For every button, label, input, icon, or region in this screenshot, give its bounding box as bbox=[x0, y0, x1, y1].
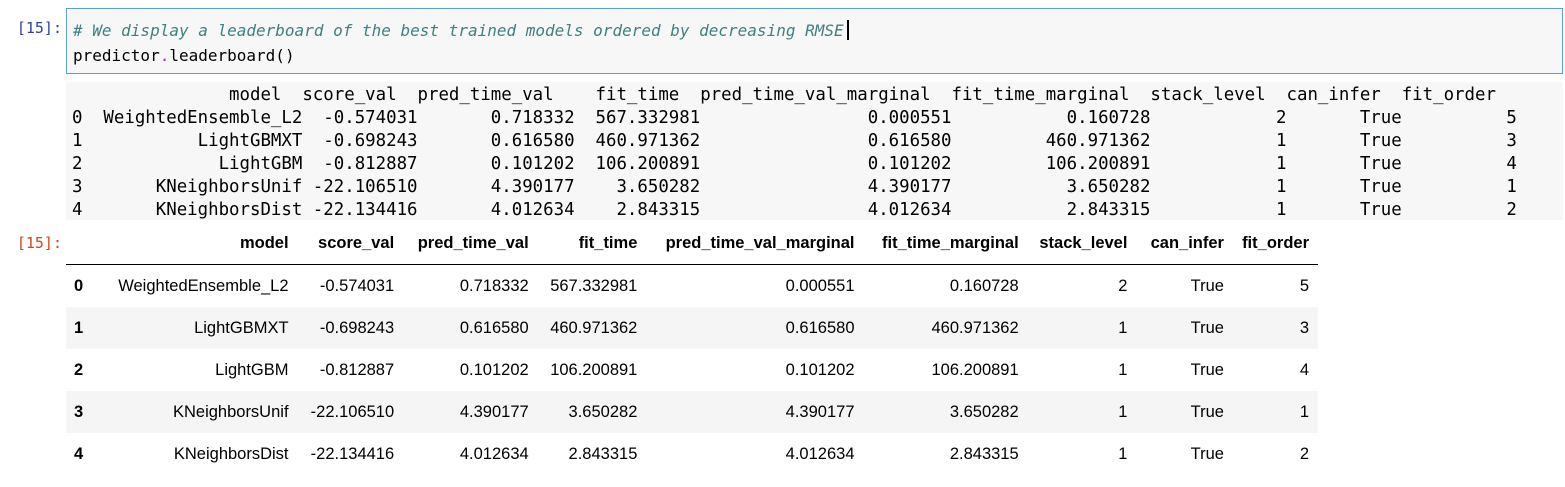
cell-fit-time-marginal: 2.843315 bbox=[949, 444, 1019, 463]
cell-fit-time-marginal: 106.200891 bbox=[931, 360, 1019, 379]
input-prompt: [15]: bbox=[16, 19, 62, 37]
cell-stack-level: 1 bbox=[1118, 318, 1128, 337]
cell-pred-time-val: 0.718332 bbox=[459, 276, 529, 295]
cell-pred-time-val: 0.616580 bbox=[459, 318, 529, 337]
row-index: 2 bbox=[74, 360, 84, 379]
header-model: model bbox=[102, 222, 298, 265]
cell-fit-order: 5 bbox=[1299, 276, 1309, 295]
cell-score-val: -0.812887 bbox=[319, 360, 395, 379]
cell-model: WeightedEnsemble_L2 bbox=[118, 276, 289, 295]
cell-fit-time: 3.650282 bbox=[568, 402, 638, 421]
cell-pred-time-val: 0.101202 bbox=[459, 360, 529, 379]
row-index: 0 bbox=[74, 276, 84, 295]
table-row: 0 WeightedEnsemble_L2 -0.574031 0.718332… bbox=[66, 264, 1318, 307]
cell-fit-time-marginal: 3.650282 bbox=[949, 402, 1019, 421]
cell-stack-level: 2 bbox=[1118, 276, 1128, 295]
output-prompt: [15]: bbox=[16, 234, 62, 252]
row-index: 1 bbox=[74, 318, 84, 337]
row-index: 4 bbox=[74, 444, 84, 463]
header-can-infer: can_infer bbox=[1136, 222, 1233, 265]
table-header-row: model score_val pred_time_val fit_time p… bbox=[66, 222, 1318, 265]
cell-pred-time-val-marginal: 4.390177 bbox=[785, 402, 855, 421]
cell-fit-time: 567.332981 bbox=[550, 276, 638, 295]
cell-pred-time-val: 4.390177 bbox=[459, 402, 529, 421]
cell-can-infer: True bbox=[1190, 276, 1224, 295]
header-index bbox=[66, 222, 103, 265]
cell-model: KNeighborsDist bbox=[173, 444, 289, 463]
leaderboard-table: model score_val pred_time_val fit_time p… bbox=[66, 222, 1318, 475]
table-row: 2 LightGBM -0.812887 0.101202 106.200891… bbox=[66, 349, 1318, 391]
header-fit-order: fit_order bbox=[1232, 222, 1318, 265]
stdout-text: model score_val pred_time_val fit_time p… bbox=[72, 85, 1517, 220]
cell-model: LightGBMXT bbox=[194, 318, 289, 337]
text-cursor bbox=[846, 20, 849, 40]
cell-pred-time-val-marginal: 0.101202 bbox=[785, 360, 855, 379]
cell-score-val: -22.106510 bbox=[310, 402, 395, 421]
cell-fit-time: 2.843315 bbox=[568, 444, 638, 463]
cell-can-infer: True bbox=[1190, 318, 1224, 337]
cell-pred-time-val-marginal: 0.616580 bbox=[785, 318, 855, 337]
header-fit-time: fit_time bbox=[537, 222, 647, 265]
cell-score-val: -0.698243 bbox=[319, 318, 395, 337]
cell-fit-order: 1 bbox=[1299, 402, 1309, 421]
header-fit-time-marginal: fit_time_marginal bbox=[863, 222, 1028, 265]
header-pred-time-val: pred_time_val bbox=[403, 222, 538, 265]
row-index: 3 bbox=[74, 402, 84, 421]
cell-pred-time-val-marginal: 0.000551 bbox=[785, 276, 855, 295]
cell-fit-time: 460.971362 bbox=[550, 318, 638, 337]
cell-score-val: -0.574031 bbox=[319, 276, 395, 295]
cell-can-infer: True bbox=[1190, 444, 1224, 463]
header-score-val: score_val bbox=[297, 222, 404, 265]
code-comment: # We display a leaderboard of the best t… bbox=[73, 21, 844, 40]
code-object: predictor bbox=[73, 46, 160, 65]
cell-fit-order: 3 bbox=[1299, 318, 1309, 337]
code-method-call: leaderboard() bbox=[169, 46, 295, 65]
code-cell-editor[interactable]: # We display a leaderboard of the best t… bbox=[66, 8, 1563, 74]
cell-can-infer: True bbox=[1190, 402, 1224, 421]
cell-stack-level: 1 bbox=[1118, 360, 1128, 379]
table-row: 3 KNeighborsUnif -22.106510 4.390177 3.6… bbox=[66, 391, 1318, 433]
cell-score-val: -22.134416 bbox=[310, 444, 395, 463]
table-row: 4 KNeighborsDist -22.134416 4.012634 2.8… bbox=[66, 433, 1318, 475]
header-stack-level: stack_level bbox=[1027, 222, 1137, 265]
cell-stack-level: 1 bbox=[1118, 444, 1128, 463]
cell-model: KNeighborsUnif bbox=[172, 402, 289, 421]
dataframe-output: model score_val pred_time_val fit_time p… bbox=[66, 222, 1318, 475]
cell-fit-time-marginal: 0.160728 bbox=[949, 276, 1019, 295]
cell-pred-time-val: 4.012634 bbox=[459, 444, 529, 463]
cell-stack-level: 1 bbox=[1118, 402, 1128, 421]
cell-pred-time-val-marginal: 4.012634 bbox=[785, 444, 855, 463]
code-text[interactable]: # We display a leaderboard of the best t… bbox=[73, 18, 849, 68]
cell-model: LightGBM bbox=[215, 360, 289, 379]
header-pred-time-val-marginal: pred_time_val_marginal bbox=[646, 222, 864, 265]
stdout-output: model score_val pred_time_val fit_time p… bbox=[66, 82, 1563, 220]
cell-fit-time-marginal: 460.971362 bbox=[931, 318, 1019, 337]
cell-fit-order: 4 bbox=[1299, 360, 1309, 379]
table-row: 1 LightGBMXT -0.698243 0.616580 460.9713… bbox=[66, 307, 1318, 349]
code-dot: . bbox=[159, 46, 170, 65]
cell-fit-time: 106.200891 bbox=[550, 360, 638, 379]
cell-fit-order: 2 bbox=[1299, 444, 1309, 463]
cell-can-infer: True bbox=[1190, 360, 1224, 379]
